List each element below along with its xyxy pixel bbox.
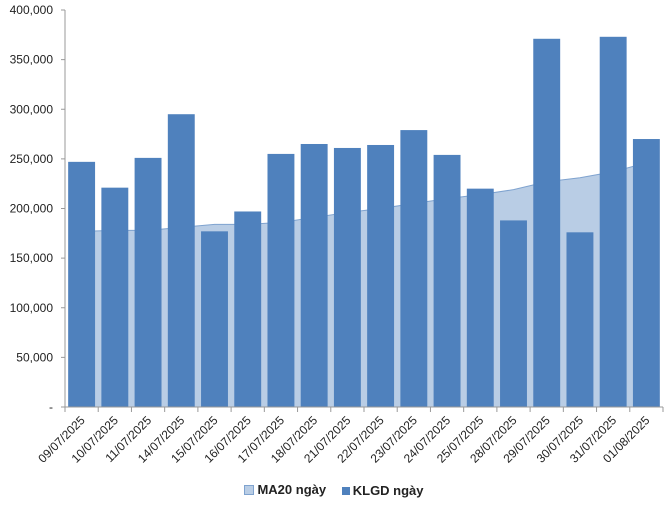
bar-klgd bbox=[201, 231, 228, 407]
bar-klgd bbox=[234, 211, 262, 407]
bar-klgd bbox=[433, 154, 461, 407]
bar-klgd bbox=[333, 147, 361, 407]
bar-klgd bbox=[599, 36, 627, 408]
ma20-area bbox=[81, 162, 647, 407]
bar-klgd bbox=[267, 153, 295, 407]
bar-klgd bbox=[68, 161, 96, 407]
bar-klgd bbox=[566, 232, 594, 407]
legend-item-ma20: MA20 ngày bbox=[244, 482, 326, 497]
bar-klgd bbox=[101, 187, 129, 407]
bar-klgd bbox=[500, 220, 527, 407]
y-tick-label: 200,000 bbox=[10, 202, 54, 216]
y-tick-label: 150,000 bbox=[10, 251, 54, 265]
chart-legend: MA20 ngày KLGD ngày bbox=[0, 482, 668, 498]
y-tick-label: 100,000 bbox=[10, 301, 54, 315]
legend-swatch-ma20 bbox=[244, 484, 255, 495]
bar-klgd bbox=[533, 38, 561, 407]
bar-klgd bbox=[466, 188, 494, 407]
bar-klgd bbox=[632, 139, 660, 407]
legend-label-ma20: MA20 ngày bbox=[257, 482, 327, 497]
bar-klgd bbox=[400, 130, 428, 407]
bar-klgd bbox=[300, 143, 328, 408]
legend-label-klgd: KLGD ngày bbox=[352, 483, 424, 498]
y-tick-label: 50,000 bbox=[16, 350, 53, 364]
bar-klgd bbox=[134, 157, 162, 407]
y-tick-label: - bbox=[49, 400, 53, 414]
legend-swatch-klgd bbox=[341, 486, 350, 495]
bar-klgd bbox=[167, 114, 195, 408]
y-tick-label: 250,000 bbox=[10, 152, 54, 166]
bar-klgd bbox=[367, 144, 395, 408]
y-tick-label: 400,000 bbox=[10, 3, 54, 17]
y-tick-label: 300,000 bbox=[10, 102, 54, 116]
legend-item-klgd: KLGD ngày bbox=[341, 483, 424, 498]
y-tick-label: 350,000 bbox=[10, 53, 54, 67]
